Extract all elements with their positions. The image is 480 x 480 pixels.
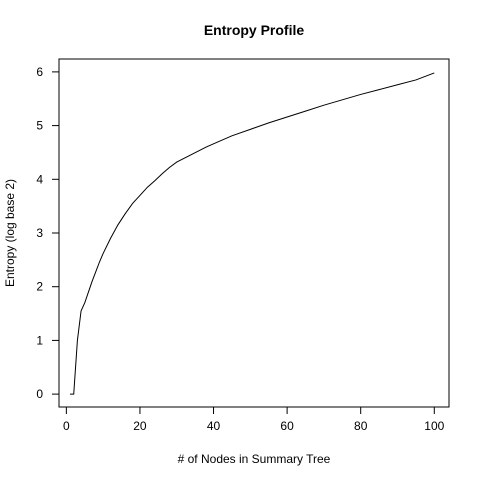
- y-tick-label: 2: [36, 280, 43, 294]
- x-tick-label: 20: [133, 419, 147, 433]
- y-tick-label: 5: [36, 119, 43, 133]
- y-tick-label: 0: [36, 387, 43, 401]
- x-tick-label: 100: [424, 419, 444, 433]
- x-tick-label: 80: [354, 419, 368, 433]
- y-tick-label: 3: [36, 226, 43, 240]
- y-axis-label: Entropy (log base 2): [3, 179, 17, 287]
- y-tick-label: 6: [36, 65, 43, 79]
- x-axis: 0 20 40 60 80 100: [63, 407, 445, 433]
- y-tick-label: 4: [36, 172, 43, 186]
- x-tick-label: 40: [207, 419, 221, 433]
- x-tick-label: 60: [280, 419, 294, 433]
- entropy-line: [70, 72, 435, 395]
- chart-title: Entropy Profile: [204, 22, 305, 38]
- y-tick-label: 1: [36, 333, 43, 347]
- x-axis-label: # of Nodes in Summary Tree: [178, 452, 331, 466]
- x-tick-label: 0: [63, 419, 70, 433]
- y-axis: 0 1 2 3 4 5 6: [36, 65, 59, 401]
- plot-frame: [58, 58, 450, 408]
